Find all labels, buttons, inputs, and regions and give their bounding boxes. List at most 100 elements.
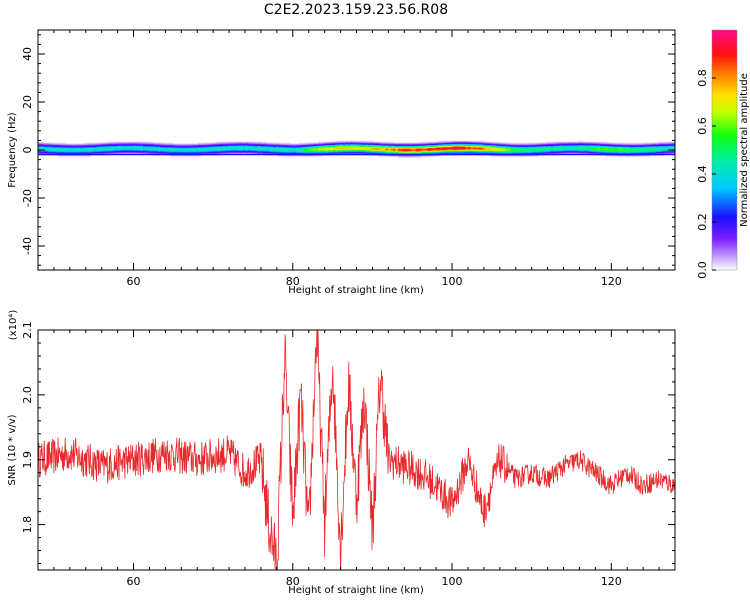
spectrogram-cell — [533, 149, 536, 151]
spectrogram-cell — [608, 142, 611, 145]
spectrogram-cell — [348, 143, 351, 146]
spectrogram-cell — [640, 149, 644, 151]
spectrogram-cell — [375, 145, 379, 147]
spectrogram-cell — [458, 150, 461, 152]
spectrogram-cell — [380, 149, 384, 151]
spectrogram-cell — [453, 145, 456, 147]
spectrogram-cell — [233, 148, 236, 150]
spectrogram-cell — [78, 155, 81, 157]
spectrogram-cell — [185, 150, 189, 152]
spectrogram-cell — [285, 142, 289, 145]
spectrogram-cell — [573, 141, 576, 144]
spectrogram-cell — [360, 149, 364, 151]
spectrogram-cell — [230, 150, 234, 152]
spectrogram-cell — [510, 148, 514, 150]
spectrogram-cell — [378, 143, 381, 146]
spectrogram-cell — [255, 147, 259, 149]
spectrogram-cell — [415, 147, 419, 149]
spectrogram-cell — [545, 149, 549, 151]
spectrogram-cell — [440, 147, 444, 149]
spectrogram-cell — [378, 155, 381, 157]
spectrogram-cell — [563, 146, 566, 148]
spectrogram-cell — [468, 142, 471, 145]
spectrogram-cell — [290, 155, 294, 157]
spectrogram-cell — [145, 145, 149, 147]
spectrogram-cell — [460, 152, 464, 154]
spectrogram-cell — [163, 144, 166, 146]
spectrogram-cell — [425, 148, 429, 150]
spectrogram-cell — [443, 150, 446, 152]
spectrogram-cell — [355, 145, 359, 147]
spectrogram-cell — [318, 141, 321, 144]
spectrogram-cell — [565, 144, 569, 146]
spectrogram-cell — [468, 152, 471, 154]
spectrogram-cell — [385, 150, 389, 152]
spectrogram-cell — [410, 156, 414, 158]
spectrogram-cell — [623, 149, 626, 151]
spectrogram-cell — [623, 150, 626, 152]
spectrogram-cell — [543, 152, 546, 154]
spectrogram-cell — [368, 146, 371, 148]
spectrogram-cell — [358, 143, 361, 146]
spectrogram-cell — [330, 141, 334, 144]
spectrogram-cell — [388, 149, 391, 151]
spectrogram-cell — [670, 144, 674, 146]
spectrogram-cell — [398, 147, 401, 149]
spectrogram-cell — [473, 141, 476, 144]
spectrogram-cell — [603, 145, 606, 147]
spectrogram-cell — [203, 143, 206, 146]
spectrogram-cell — [238, 152, 241, 154]
spectrogram-cell — [470, 144, 474, 146]
spectrogram-cell — [378, 151, 381, 153]
spectrogram-cell — [50, 142, 54, 145]
spectrogram-cell — [285, 144, 289, 146]
spectrogram-cell — [288, 143, 291, 146]
spectrogram-cell — [605, 150, 609, 152]
spectrogram-cell — [553, 151, 556, 153]
spectrogram-cell — [635, 148, 639, 150]
spectrogram-cell — [283, 150, 286, 152]
spectrogram-cell — [160, 151, 164, 153]
spectrogram-cell — [73, 155, 76, 157]
spectrogram-cell — [220, 146, 224, 148]
spectrogram-cell — [125, 148, 129, 150]
spectrogram-cell — [38, 152, 41, 154]
spectrogram-cell — [135, 143, 139, 146]
colorbar-label: Normalized spectral amplitude — [739, 73, 750, 227]
spectrogram-cell — [623, 151, 626, 153]
spectrogram-cell — [330, 149, 334, 151]
spectrogram-cell — [293, 151, 296, 153]
spectrogram-cell — [573, 143, 576, 146]
spectrogram-cell — [218, 142, 221, 145]
spectrogram-cell — [345, 140, 349, 143]
spectrogram-cell — [390, 155, 394, 157]
spectrogram-cell — [255, 146, 259, 148]
spectrogram-cell — [283, 142, 286, 145]
spectrogram-cell — [433, 149, 436, 151]
spectrogram-cell — [125, 143, 129, 146]
spectrogram-cell — [560, 142, 564, 145]
spectrogram-cell — [428, 142, 431, 145]
spectrogram-cell — [590, 151, 594, 153]
spectrogram-cell — [413, 149, 416, 151]
spectrogram-cell — [168, 147, 171, 149]
spectrogram-cell — [195, 150, 199, 152]
spectrogram-cell — [265, 148, 269, 150]
spectrogram-cell — [400, 142, 404, 145]
spectrogram-cell — [43, 145, 46, 147]
spectrogram-cell — [555, 151, 559, 153]
spectrogram-cell — [193, 148, 196, 150]
spectrogram-cell — [335, 140, 339, 143]
spectrogram-cell — [340, 140, 344, 143]
spectrogram-cell — [435, 147, 439, 149]
spectrogram-cell — [188, 143, 191, 146]
spectrogram-cell — [605, 145, 609, 147]
spectrogram-cell — [465, 149, 469, 151]
spectrogram-cell — [140, 144, 144, 146]
spectrogram-cell — [500, 147, 504, 149]
spectrogram-cell — [645, 145, 649, 147]
spectrogram-cell — [580, 142, 584, 145]
spectrogram-cell — [475, 152, 479, 154]
spectrogram-cell — [193, 149, 196, 151]
